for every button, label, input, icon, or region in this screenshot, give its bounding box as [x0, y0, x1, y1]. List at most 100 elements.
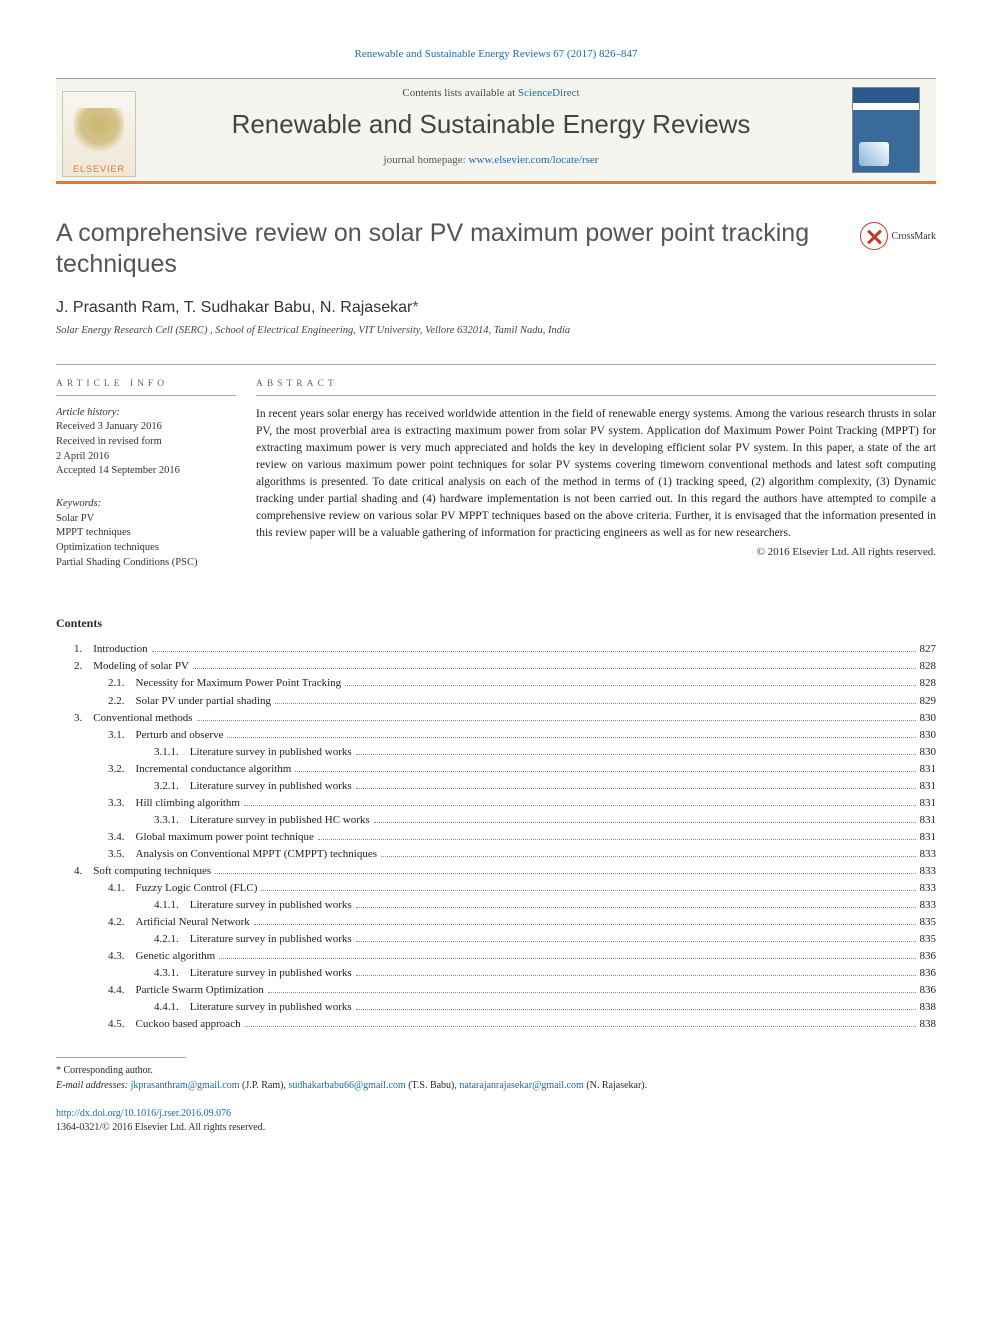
abstract-text: In recent years solar energy has receive… — [256, 406, 936, 542]
toc-page: 830 — [920, 710, 937, 727]
homepage-line: journal homepage: www.elsevier.com/locat… — [146, 154, 836, 166]
toc-title: Conventional methods — [93, 710, 192, 727]
toc-leader-dots — [356, 907, 916, 908]
toc-title: Global maximum power point technique — [136, 829, 314, 846]
toc-page: 833 — [920, 880, 937, 897]
email-link[interactable]: natarajanrajasekar@gmail.com — [459, 1080, 583, 1091]
elsevier-tree-icon — [74, 108, 124, 164]
toc-title: Genetic algorithm — [136, 948, 216, 965]
crossmark-label: CrossMark — [892, 231, 936, 242]
email-link[interactable]: jkprasanthram@gmail.com — [131, 1080, 240, 1091]
toc-row[interactable]: 3.1.1. Literature survey in published wo… — [56, 744, 936, 761]
toc-number: 2. — [74, 658, 93, 675]
toc-title: Solar PV under partial shading — [136, 693, 271, 710]
toc-leader-dots — [261, 890, 915, 891]
toc-number: 2.2. — [108, 693, 136, 710]
toc-title: Literature survey in published works — [190, 965, 352, 982]
toc-number: 3.3.1. — [154, 812, 190, 829]
cover-thumb-cell — [836, 79, 936, 181]
doi-block: http://dx.doi.org/10.1016/j.rser.2016.09… — [56, 1107, 936, 1135]
footnote-rule — [56, 1057, 186, 1058]
toc-title: Literature survey in published works — [190, 778, 352, 795]
toc-leader-dots — [374, 822, 916, 823]
toc-row[interactable]: 4.3. Genetic algorithm 836 — [56, 948, 936, 965]
toc-row[interactable]: 3.2.1. Literature survey in published wo… — [56, 778, 936, 795]
toc-title: Artificial Neural Network — [136, 914, 250, 931]
toc-number: 4.2.1. — [154, 931, 190, 948]
toc-row[interactable]: 4.4.1. Literature survey in published wo… — [56, 999, 936, 1016]
toc-title: Literature survey in published HC works — [190, 812, 370, 829]
toc-number: 4.3. — [108, 948, 136, 965]
toc-row[interactable]: 2.2. Solar PV under partial shading 829 — [56, 693, 936, 710]
homepage-prefix: journal homepage: — [384, 154, 469, 166]
toc-leader-dots — [227, 737, 915, 738]
doi-link[interactable]: http://dx.doi.org/10.1016/j.rser.2016.09… — [56, 1108, 231, 1119]
toc-row[interactable]: 3.3. Hill climbing algorithm 831 — [56, 795, 936, 812]
toc-title: Introduction — [93, 641, 147, 658]
toc-row[interactable]: 3.4. Global maximum power point techniqu… — [56, 829, 936, 846]
toc-row[interactable]: 2. Modeling of solar PV 828 — [56, 658, 936, 675]
toc-leader-dots — [254, 924, 916, 925]
toc-row[interactable]: 4.5. Cuckoo based approach 838 — [56, 1016, 936, 1033]
article-history: Article history: Received 3 January 2016… — [56, 406, 236, 479]
keyword: Optimization techniques — [56, 541, 236, 556]
toc-leader-dots — [152, 651, 916, 652]
toc-row[interactable]: 4.2. Artificial Neural Network 835 — [56, 914, 936, 931]
journal-issue-link[interactable]: Renewable and Sustainable Energy Reviews… — [355, 48, 638, 60]
toc-title: Necessity for Maximum Power Point Tracki… — [136, 675, 342, 692]
toc-page: 838 — [920, 1016, 937, 1033]
toc-leader-dots — [318, 839, 916, 840]
sciencedirect-link[interactable]: ScienceDirect — [518, 87, 580, 99]
toc-page: 831 — [920, 795, 937, 812]
toc-leader-dots — [295, 771, 915, 772]
toc-row[interactable]: 3.5. Analysis on Conventional MPPT (CMPP… — [56, 846, 936, 863]
toc-number: 1. — [74, 641, 93, 658]
history-accepted: Accepted 14 September 2016 — [56, 464, 236, 479]
article-info-column: article info Article history: Received 3… — [56, 365, 256, 571]
toc-number: 4.4.1. — [154, 999, 190, 1016]
toc-page: 833 — [920, 846, 937, 863]
toc-leader-dots — [356, 941, 916, 942]
toc-number: 4. — [74, 863, 93, 880]
toc-row[interactable]: 4.1. Fuzzy Logic Control (FLC) 833 — [56, 880, 936, 897]
abstract-copyright: © 2016 Elsevier Ltd. All rights reserved… — [256, 546, 936, 558]
toc-row[interactable]: 3.1. Perturb and observe 830 — [56, 727, 936, 744]
toc-row[interactable]: 1. Introduction 827 — [56, 641, 936, 658]
toc-page: 835 — [920, 914, 937, 931]
toc-title: Fuzzy Logic Control (FLC) — [136, 880, 258, 897]
toc-number: 3.2.1. — [154, 778, 190, 795]
toc-row[interactable]: 3.2. Incremental conductance algorithm 8… — [56, 761, 936, 778]
history-label: Article history: — [56, 406, 236, 421]
email-line: E-mail addresses: jkprasanthram@gmail.co… — [56, 1079, 936, 1094]
toc-row[interactable]: 4.2.1. Literature survey in published wo… — [56, 931, 936, 948]
toc-leader-dots — [245, 1026, 916, 1027]
keyword: Solar PV — [56, 512, 236, 527]
toc-page: 831 — [920, 778, 937, 795]
toc-row[interactable]: 4. Soft computing techniques 833 — [56, 863, 936, 880]
toc-row[interactable]: 4.4. Particle Swarm Optimization 836 — [56, 982, 936, 999]
toc-row[interactable]: 3. Conventional methods 830 — [56, 710, 936, 727]
toc-title: Soft computing techniques — [93, 863, 211, 880]
toc-row[interactable]: 2.1. Necessity for Maximum Power Point T… — [56, 675, 936, 692]
article-info-header: article info — [56, 379, 236, 396]
banner-center: Contents lists available at ScienceDirec… — [146, 79, 836, 181]
toc-number: 3.1. — [108, 727, 136, 744]
homepage-link[interactable]: www.elsevier.com/locate/rser — [468, 154, 598, 166]
email-link[interactable]: sudhakarbabu66@gmail.com — [288, 1080, 405, 1091]
toc-page: 831 — [920, 829, 937, 846]
toc-number: 4.1. — [108, 880, 136, 897]
running-header[interactable]: Renewable and Sustainable Energy Reviews… — [56, 48, 936, 60]
toc-row[interactable]: 3.3.1. Literature survey in published HC… — [56, 812, 936, 829]
contents-prefix: Contents lists available at — [402, 87, 517, 99]
crossmark-icon — [860, 222, 888, 250]
toc-number: 4.1.1. — [154, 897, 190, 914]
journal-cover-thumb — [852, 87, 920, 173]
toc-page: 835 — [920, 931, 937, 948]
footnotes: * Corresponding author. E-mail addresses… — [56, 1064, 936, 1093]
toc-number: 3.2. — [108, 761, 136, 778]
toc-row[interactable]: 4.3.1. Literature survey in published wo… — [56, 965, 936, 982]
keyword: Partial Shading Conditions (PSC) — [56, 556, 236, 571]
toc-row[interactable]: 4.1.1. Literature survey in published wo… — [56, 897, 936, 914]
crossmark-badge[interactable]: CrossMark — [860, 222, 936, 250]
toc-number: 4.5. — [108, 1016, 136, 1033]
